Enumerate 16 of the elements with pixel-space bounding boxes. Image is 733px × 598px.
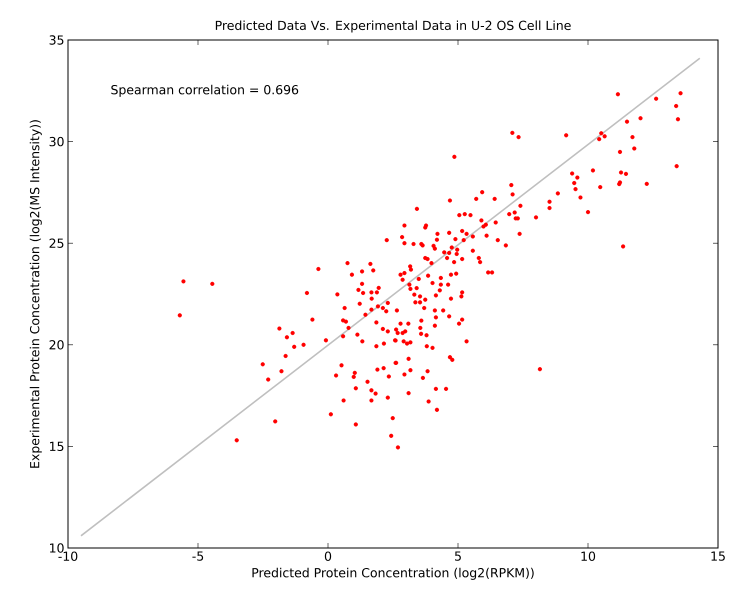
y-tick-label: 10	[50, 543, 64, 553]
annotation: Spearman correlation = 0.696	[111, 84, 298, 97]
x-tick-label: 15	[711, 552, 725, 561]
y-tick-label: 15	[50, 442, 64, 452]
y-tick-label: 35	[50, 35, 64, 45]
x-tick-label: 5	[454, 552, 461, 561]
chart-title: Predicted Data Vs. Experimental Data in U-2 OS Cell Line	[216, 20, 571, 32]
y-axis-title: Experimental Protein Concentration (log2(MS Intensity))	[30, 120, 42, 468]
x-axis-title: Predicted Protein Concentration (log2(RPKM))	[252, 568, 534, 580]
x-tick-label: -10	[58, 552, 78, 561]
y-tick-label: 20	[50, 340, 64, 350]
y-tick-label: 25	[50, 238, 64, 248]
x-tick-label: -5	[192, 552, 204, 561]
x-tick-label: 10	[581, 552, 596, 561]
x-tick-label: 0	[324, 552, 332, 561]
y-tick-label: 30	[50, 136, 64, 146]
